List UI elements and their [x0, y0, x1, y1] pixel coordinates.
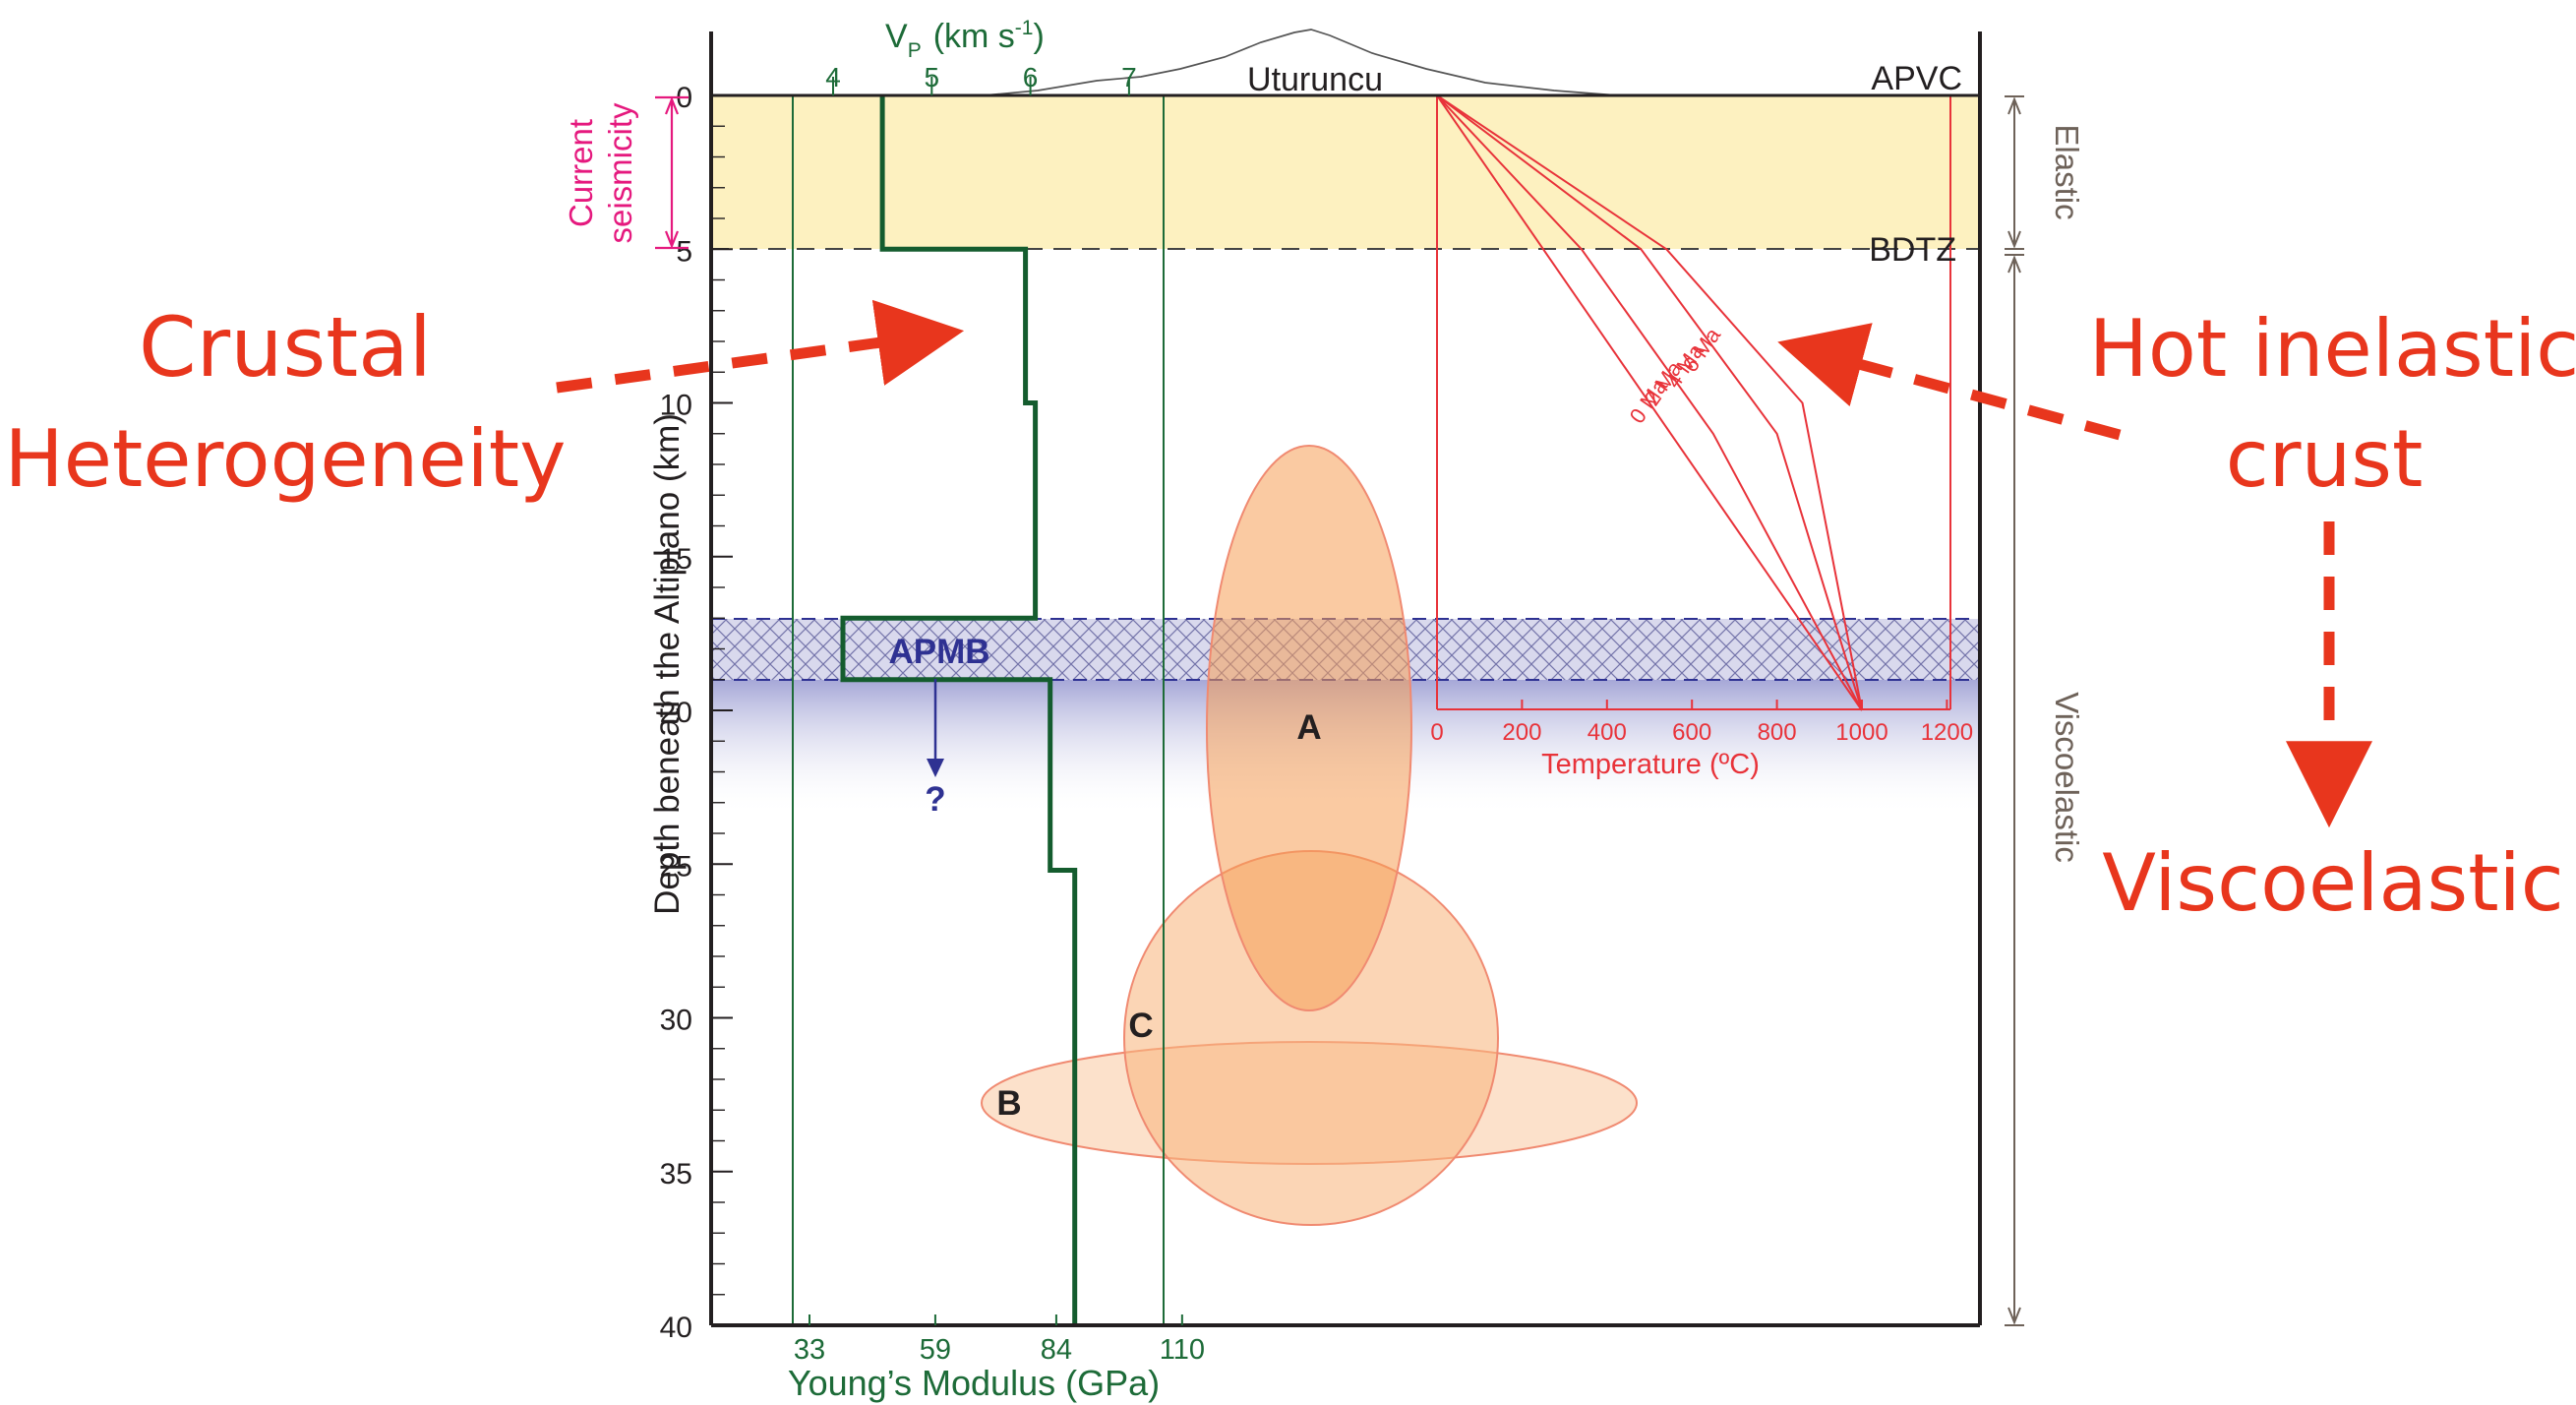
elastic-layer-fill [711, 95, 1980, 249]
temperature-tick-label: 400 [1588, 719, 1627, 746]
crustal-heterogeneity-line1: Crustal [139, 299, 432, 396]
body-c-label: C [1128, 1007, 1153, 1045]
youngs-modulus-axis-title: Young’s Modulus (GPa) [788, 1363, 1160, 1403]
vp-tick-label: 6 [1023, 62, 1039, 92]
site-labels: Uturuncu APVC BDTZ APMB ? [888, 60, 1962, 819]
topography [983, 29, 1619, 96]
depth-tick-label: 10 [660, 390, 692, 422]
temperature-tick-label: 1000 [1835, 719, 1887, 746]
apmb-depth-arrowhead [927, 759, 944, 777]
crustal-heterogeneity-line2: Heterogeneity [5, 413, 567, 505]
youngs-modulus-tick-group: 33 59 84 110 [794, 1314, 1205, 1366]
seismicity-marker: Current seismicity [563, 95, 689, 250]
vp-profile [792, 95, 1165, 1325]
uturuncu-label: Uturuncu [1247, 61, 1383, 98]
viscoelastic-arrow-down [2007, 1307, 2021, 1325]
viscoelastic-arrow-up [2007, 255, 2021, 274]
apvc-label: APVC [1871, 60, 1962, 97]
temperature-tick-label: 800 [1758, 719, 1797, 746]
temperature-tick-label: 0 [1430, 719, 1443, 746]
depth-tick-label: 35 [660, 1158, 692, 1191]
vp-axis-units: (km s [933, 18, 1015, 55]
geotherm-line-group [1436, 94, 1863, 711]
slide-annotations: Crustal Heterogeneity Hot inelastic crus… [5, 299, 2576, 929]
body-b-label: B [996, 1084, 1021, 1123]
elastic-band [711, 95, 1980, 250]
youngs-modulus-tick-label: 59 [920, 1334, 951, 1366]
apmb-question-mark: ? [925, 780, 945, 819]
vp-tick-label: 7 [1121, 62, 1137, 92]
volcano-profile [983, 29, 1619, 96]
vp-axis-units-close: ) [1033, 18, 1044, 55]
body-a-ellipse [1206, 445, 1412, 1011]
hot-inelastic-line2: crust [2226, 413, 2424, 505]
depth-tick-label: 25 [660, 850, 692, 883]
bdtz-label: BDTZ [1869, 231, 1956, 269]
current-seismicity-line2: seismicity [602, 102, 638, 244]
temperature-tick-group: 0 200 400 600 800 1000 1200 [1430, 700, 1973, 746]
vp-axis-title: VP (km s-1) [885, 17, 1045, 62]
youngs-modulus-tick-label: 84 [1041, 1334, 1072, 1366]
depth-tick-label: 5 [676, 235, 692, 268]
magma-bodies: A B C [981, 445, 1638, 1226]
vp-axis-subscript: P [908, 39, 922, 62]
depth-axis-title: Depth beneath the Altiplano (km) [648, 413, 687, 915]
viscoelastic-callout: Viscoelastic [2102, 837, 2564, 929]
vp-profile-line [840, 95, 1078, 1325]
vp-tick-label: 5 [925, 62, 940, 92]
geotherm-line [1436, 94, 1863, 711]
viscoelastic-label: Viscoelastic [2049, 692, 2085, 863]
body-a-label: A [1296, 708, 1321, 747]
seismicity-arrow-down [664, 230, 680, 249]
youngs-modulus-tick-label: 33 [794, 1334, 825, 1366]
temperature-tick-label: 600 [1672, 719, 1711, 746]
elastic-label: Elastic [2049, 124, 2085, 219]
axis-titles: Depth beneath the Altiplano (km) VP (km s… [648, 17, 1160, 1403]
geotherm-line [1436, 94, 1863, 711]
temperature-tick-label: 200 [1502, 719, 1541, 746]
temperature-tick-label: 1200 [1921, 719, 1973, 746]
vp-tick-label: 4 [825, 62, 841, 92]
vp-axis-units-superscript: -1 [1015, 17, 1034, 39]
depth-tick-label: 40 [660, 1312, 692, 1344]
hot-inelastic-arrow [1777, 323, 2122, 441]
rheology-arrows: Elastic Viscoelastic [2005, 95, 2085, 1326]
current-seismicity-line1: Current [563, 119, 599, 227]
vp-tick-group: 4 5 6 7 [825, 62, 1137, 95]
temperature-axis-title: Temperature (ºC) [1541, 749, 1760, 780]
seismicity-arrow-up [664, 96, 680, 115]
vp-axis-symbol: V [885, 18, 908, 55]
apmb-label: APMB [888, 633, 989, 671]
geotherm-line [1436, 94, 1863, 711]
depth-tick-label: 30 [660, 1005, 692, 1037]
crustal-heterogeneity-arrow [556, 299, 965, 394]
geotherm-line [1436, 94, 1863, 711]
depth-tick-label: 15 [660, 543, 692, 576]
depth-tick-label: 20 [660, 697, 692, 729]
elastic-arrow-down [2007, 230, 2021, 249]
elastic-arrow-up [2007, 96, 2021, 115]
youngs-modulus-tick-label: 110 [1160, 1334, 1205, 1366]
hot-inelastic-line1: Hot inelastic [2089, 303, 2576, 395]
